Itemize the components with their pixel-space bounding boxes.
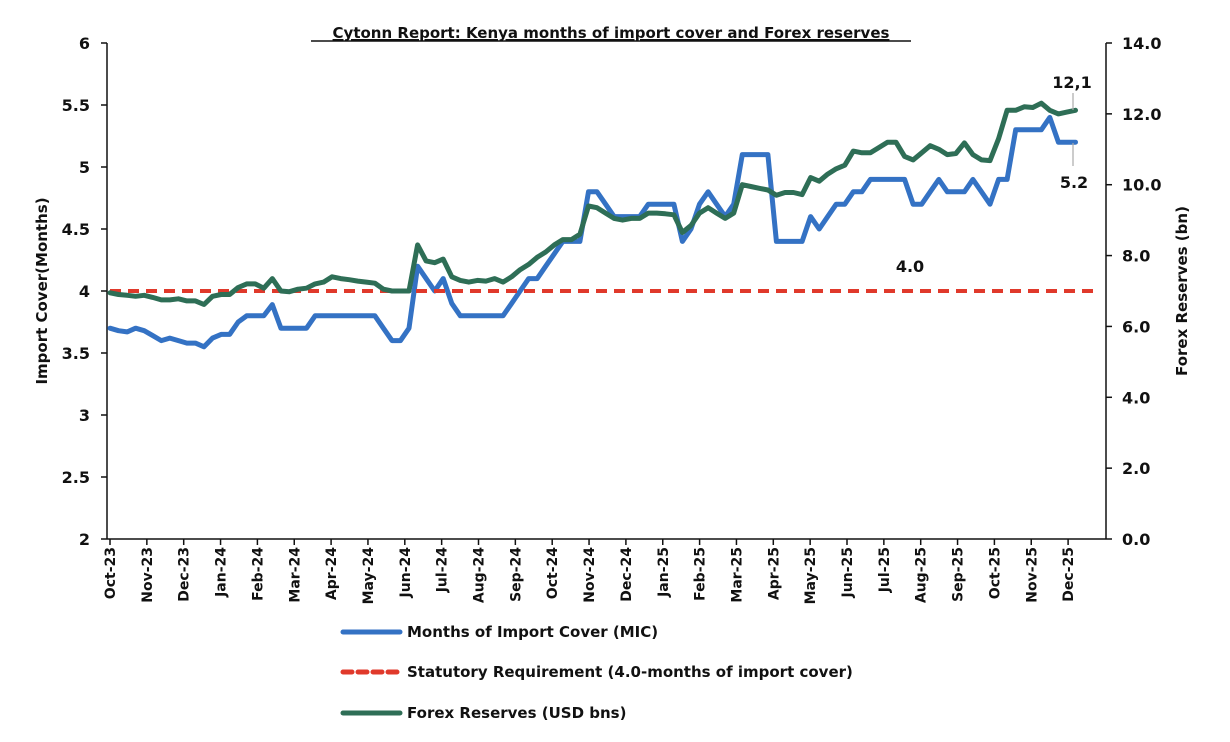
x-tick-label: Oct-24 xyxy=(545,547,561,599)
x-tick-label: Feb-25 xyxy=(693,547,709,601)
x-tick-label: Aug-25 xyxy=(914,547,930,603)
left-tick-label: 3.5 xyxy=(62,344,90,363)
left-tick-label: 3 xyxy=(79,406,90,425)
x-tick-label: Nov-25 xyxy=(1024,547,1040,603)
left-axis: 2 2.5 3 3.5 4 4.5 5 5.5 6 xyxy=(62,34,108,549)
x-tick-label: Sep-24 xyxy=(508,547,524,602)
left-tick-label: 4 xyxy=(79,282,90,301)
data-label-forex-last: 12,1 xyxy=(1052,73,1091,92)
x-tick-label: Feb-24 xyxy=(250,547,266,601)
legend-label-forex: Forex Reserves (USD bns) xyxy=(407,704,626,722)
x-tick-label: Jul-24 xyxy=(435,547,451,594)
x-tick-label: Mar-24 xyxy=(287,547,303,603)
series-line-forex xyxy=(107,100,1078,307)
right-tick-label: 0.0 xyxy=(1122,530,1150,549)
x-tick-label: Jan-25 xyxy=(656,547,672,598)
x-tick-label: Jul-25 xyxy=(877,547,893,593)
series-group xyxy=(107,100,1098,350)
right-tick-label: 4.0 xyxy=(1122,388,1150,407)
x-axis: Oct-23 Nov-23 Dec-23 Jan-24 Feb-24 Mar-24 Apr-… xyxy=(103,538,1106,605)
legend-label-statutory: Statutory Requirement (4.0-months of imp… xyxy=(407,663,853,681)
x-tick-label: Oct-25 xyxy=(987,547,1003,599)
x-tick-label: Apr-25 xyxy=(766,547,782,600)
x-tick-label: Dec-24 xyxy=(619,547,635,602)
x-tick-label: Aug-24 xyxy=(472,547,488,603)
right-axis-label: Forex Reserves (bn) xyxy=(1173,206,1191,376)
x-tick-label: Jun-24 xyxy=(398,547,414,599)
x-tick-label: Nov-23 xyxy=(140,547,156,603)
left-tick-label: 2 xyxy=(79,530,90,549)
left-axis-label: Import Cover(Months) xyxy=(33,197,51,384)
x-tick-label: May-25 xyxy=(803,547,819,604)
x-tick-label: Jun-25 xyxy=(840,547,856,598)
left-tick-label: 4.5 xyxy=(62,220,90,239)
right-tick-label: 10.0 xyxy=(1122,176,1161,195)
x-tick-label: Dec-25 xyxy=(1061,547,1077,602)
series-line-mic xyxy=(107,114,1078,350)
legend-label-mic: Months of Import Cover (MIC) xyxy=(407,623,658,641)
x-tick-label: Mar-25 xyxy=(729,547,745,603)
x-tick-label: Sep-25 xyxy=(951,547,967,602)
right-tick-label: 8.0 xyxy=(1122,247,1150,266)
left-tick-label: 5 xyxy=(79,158,90,177)
legend: Months of Import Cover (MIC) Statutory R… xyxy=(340,623,853,722)
x-tick-label: Dec-23 xyxy=(177,547,193,602)
x-tick-label: Apr-24 xyxy=(324,547,340,600)
left-tick-label: 5.5 xyxy=(62,96,90,115)
left-tick-label: 2.5 xyxy=(62,468,90,487)
right-tick-label: 14.0 xyxy=(1122,34,1161,53)
data-label-mic-last: 5.2 xyxy=(1060,173,1088,192)
x-tick-label: May-24 xyxy=(361,547,377,605)
data-label-statutory: 4.0 xyxy=(896,257,924,276)
right-tick-label: 6.0 xyxy=(1122,317,1150,336)
x-tick-label: Jan-24 xyxy=(214,547,230,598)
right-tick-label: 2.0 xyxy=(1122,459,1150,478)
x-tick-label: Nov-24 xyxy=(582,547,598,603)
chart-title: Cytonn Report: Kenya months of import co… xyxy=(333,24,890,42)
right-tick-label: 12.0 xyxy=(1122,105,1161,124)
right-axis: 0.0 2.0 4.0 6.0 8.0 10.0 12.0 14.0 xyxy=(1105,34,1161,549)
x-tick-label: Oct-23 xyxy=(103,547,119,599)
left-tick-label: 6 xyxy=(79,34,90,53)
